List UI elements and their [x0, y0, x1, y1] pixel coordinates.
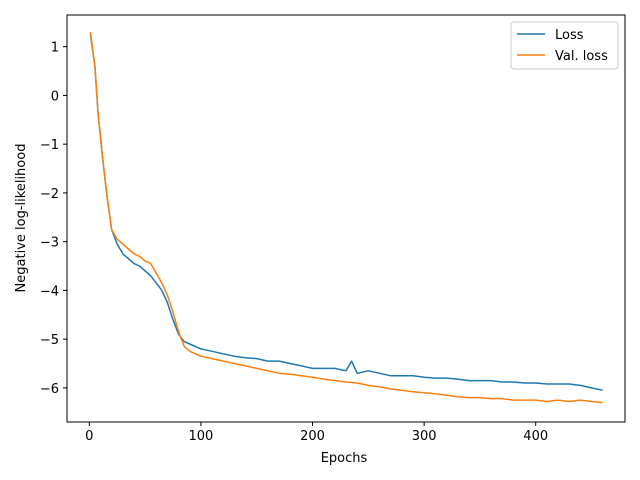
y-tick-label: −3	[40, 236, 59, 251]
legend-label: Loss	[555, 28, 584, 43]
y-tick-label: −5	[40, 333, 59, 348]
y-tick-label: −6	[40, 382, 59, 397]
series-line-val-loss	[89, 32, 603, 404]
legend: Loss Val. loss	[510, 21, 619, 70]
x-tick-label: 200	[300, 429, 325, 444]
y-axis-label: Negative log-likelihood	[14, 144, 29, 293]
axes-layer: 0 100 200 300 400 1 0 −1 −2 −3 −4 −5 −6	[40, 14, 626, 444]
plot-layer	[89, 32, 603, 404]
series-line-loss	[89, 34, 603, 392]
y-tick-label: −4	[40, 284, 59, 299]
y-tick-label: 0	[51, 89, 59, 104]
y-tick-label: −1	[40, 138, 59, 153]
x-tick-label: 400	[523, 429, 548, 444]
x-tick-label: 0	[85, 429, 93, 444]
legend-label: Val. loss	[555, 49, 608, 64]
y-tick-label: 1	[51, 41, 59, 56]
x-axis-label: Epochs	[321, 451, 368, 466]
x-tick-label: 100	[189, 429, 214, 444]
axes-frame	[66, 14, 626, 423]
y-tick-label: −2	[40, 187, 59, 202]
x-tick-label: 300	[412, 429, 437, 444]
